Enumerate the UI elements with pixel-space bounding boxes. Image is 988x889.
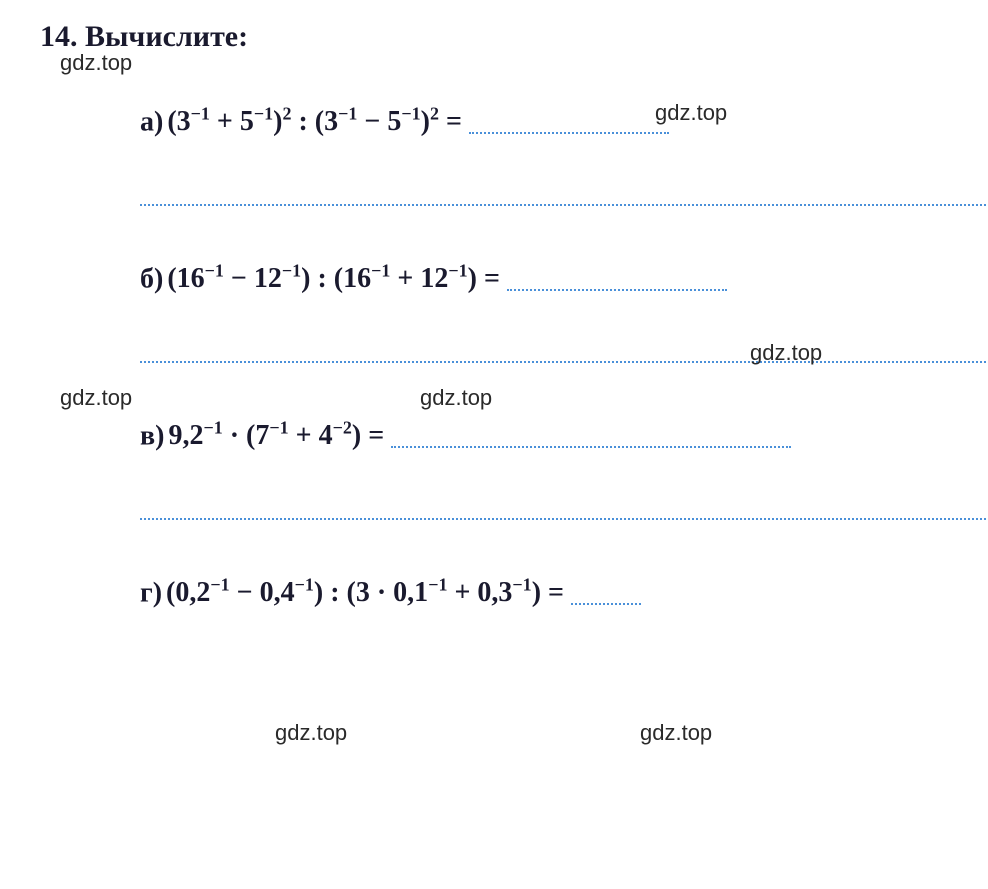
answer-line-g [571,603,641,605]
problem-a-label: а) [140,106,163,137]
problem-g-expression: (0,2−1 − 0,4−1) : (3 · 0,1−1 + 0,3−1) = [166,577,571,608]
watermark: gdz.top [60,385,132,411]
work-line [140,518,988,520]
exercise-title-text: Вычислите: [85,20,248,53]
watermark: gdz.top [420,385,492,411]
problem-g: г) (0,2−1 − 0,4−1) : (3 · 0,1−1 + 0,3−1)… [140,575,958,615]
problem-b-expression: (16−1 − 12−1) : (16−1 + 12−1) = [167,263,507,294]
work-line [140,361,988,363]
exercise-number: 14. [40,20,78,53]
watermark: gdz.top [750,340,822,366]
exercise-title: 14. Вычислите: [40,20,958,54]
answer-line-a [469,132,669,134]
watermark: gdz.top [275,720,347,746]
watermark: gdz.top [655,100,727,126]
problem-v-label: в) [140,420,164,451]
problem-a: а) (3−1 + 5−1)2 : (3−1 − 5−1)2 = [140,104,958,144]
problem-v-expression: 9,2−1 · (7−1 + 4−2) = [168,420,391,451]
watermark: gdz.top [60,50,132,76]
problem-b-label: б) [140,263,163,294]
problem-g-label: г) [140,577,162,608]
work-line [140,204,988,206]
watermark: gdz.top [640,720,712,746]
problem-a-expression: (3−1 + 5−1)2 : (3−1 − 5−1)2 = [167,106,469,137]
problem-v: в) 9,2−1 · (7−1 + 4−2) = [140,418,958,458]
answer-line-v [391,446,791,448]
problem-b: б) (16−1 − 12−1) : (16−1 + 12−1) = [140,261,958,301]
answer-line-b [507,289,727,291]
